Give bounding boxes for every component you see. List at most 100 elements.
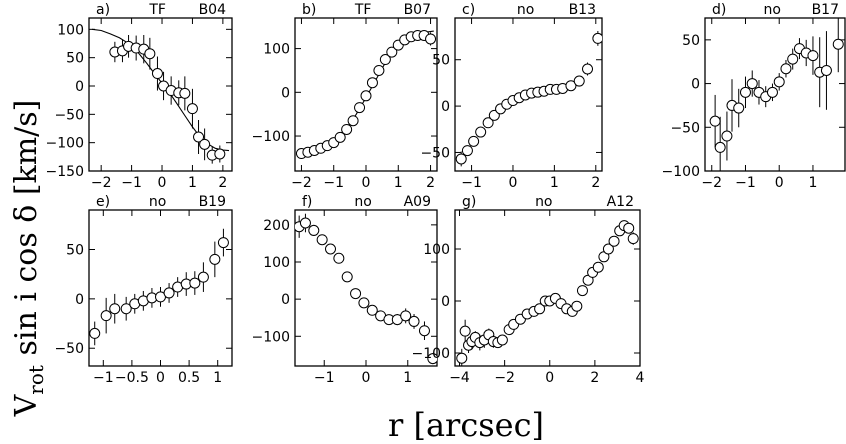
data-point [199,138,211,150]
data-point [354,102,366,114]
panel-tag: g) [462,194,476,210]
data-point [163,287,175,299]
data-point [565,80,577,92]
x-tick-label: −1 [735,175,756,191]
data-point [373,64,385,76]
data-point [746,78,758,90]
data-point [592,261,604,273]
panel-data [456,220,639,366]
panel-flag: no [354,194,371,210]
data-point [773,76,785,88]
y-tick-label: 100 [263,255,290,271]
x-tick-label: 0 [362,175,371,191]
y-tick-label: 50 [432,53,450,69]
y-tick-label: 50 [682,33,700,49]
panel-frame [88,17,233,172]
panel-name: A12 [607,194,634,210]
y-tick-label: 100 [263,42,290,58]
data-point [592,32,602,44]
panel-tag: a) [96,2,110,18]
x-tick-label: 1 [213,370,222,386]
y-axis-label: Vrot sin i cos δ [km/s] [9,100,48,418]
panel-name: B13 [569,2,596,18]
data-point [366,77,378,89]
panel-g: −4 −2 0 2 4 −100 0 100 g) no A12 [412,194,645,386]
panel-data [295,213,437,365]
panel-data [295,29,437,160]
data-point [109,303,121,315]
panel-frame [454,17,603,172]
y-tick-label: 100 [423,242,450,258]
x-tick-label: −1 [461,175,482,191]
panel-data [91,28,230,164]
data-point [573,75,585,87]
panel-name: B19 [199,194,226,210]
data-point [386,46,398,58]
y-tick-label: 0 [281,85,290,101]
data-point [461,145,473,157]
panel-name: B04 [199,2,227,18]
data-point [189,277,201,289]
y-tick-label: 0 [75,292,84,308]
y-tick-label: −100 [252,129,290,145]
x-tick-label: 0 [545,370,554,386]
data-point [427,353,437,365]
data-point [807,50,819,62]
panel-flag: TF [148,2,166,18]
x-tick-label: 0.5 [178,370,200,386]
data-point [358,297,370,309]
data-point [209,253,221,265]
data-point [468,135,480,147]
data-point [602,243,614,255]
data-point [418,325,430,337]
data-point [709,115,721,127]
data-point [341,123,353,135]
data-point [787,53,799,65]
x-tick-label: 0 [362,370,371,386]
data-point [820,64,832,76]
x-tick-label: −1 [323,175,344,191]
data-point [144,48,156,60]
y-axis-label-rest: sin i cos δ [km/s] [9,100,44,365]
x-tick-label: 1 [808,175,817,191]
data-point [325,243,336,255]
data-point [316,234,328,246]
y-tick-label: −50 [420,145,450,161]
panel-tag: f) [302,194,312,210]
panel-b: −2 −1 0 1 2 −100 0 100 b) TF B07 [252,2,438,191]
data-point [623,222,635,234]
panel-flag: no [517,2,534,18]
panel-frame [704,17,846,172]
data-point [408,315,420,327]
y-tick-label: 0 [75,79,84,95]
y-tick-label: 0 [441,294,450,310]
data-point [360,90,372,102]
data-point [347,115,359,127]
x-tick-label: 2 [591,175,600,191]
data-point [766,86,778,98]
panel-tag: c) [462,2,475,18]
x-tick-label: 0 [158,175,167,191]
y-tick-label: −50 [54,107,84,123]
panel-name: B07 [404,2,431,18]
panel-data [89,228,229,346]
y-tick-label: −100 [46,136,84,152]
x-tick-label: 1 [188,175,197,191]
x-tick-label: 2 [590,370,599,386]
y-tick-label: 200 [263,218,290,234]
y-tick-label: 0 [441,99,450,115]
panel-name: B17 [812,2,839,18]
data-point [608,235,620,247]
panel-flag: no [763,2,780,18]
data-point [482,117,494,129]
data-point [721,130,733,142]
x-tick-label: −2 [91,175,112,191]
data-point [341,271,353,283]
y-tick-label: −50 [54,341,84,357]
y-tick-label: −150 [46,164,84,180]
panel-f: −1 0 1 −100 0 100 200 f) no A09 [252,194,438,386]
x-tick-label: 2 [426,175,435,191]
data-point [100,310,112,322]
x-tick-label: 1 [550,175,559,191]
